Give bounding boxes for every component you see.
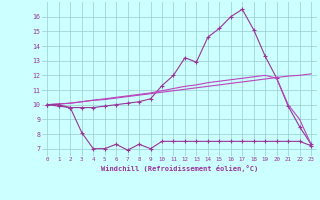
X-axis label: Windchill (Refroidissement éolien,°C): Windchill (Refroidissement éolien,°C) [100,165,258,172]
